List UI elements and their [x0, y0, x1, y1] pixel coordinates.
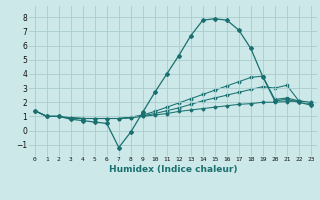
X-axis label: Humidex (Indice chaleur): Humidex (Indice chaleur)	[108, 165, 237, 174]
